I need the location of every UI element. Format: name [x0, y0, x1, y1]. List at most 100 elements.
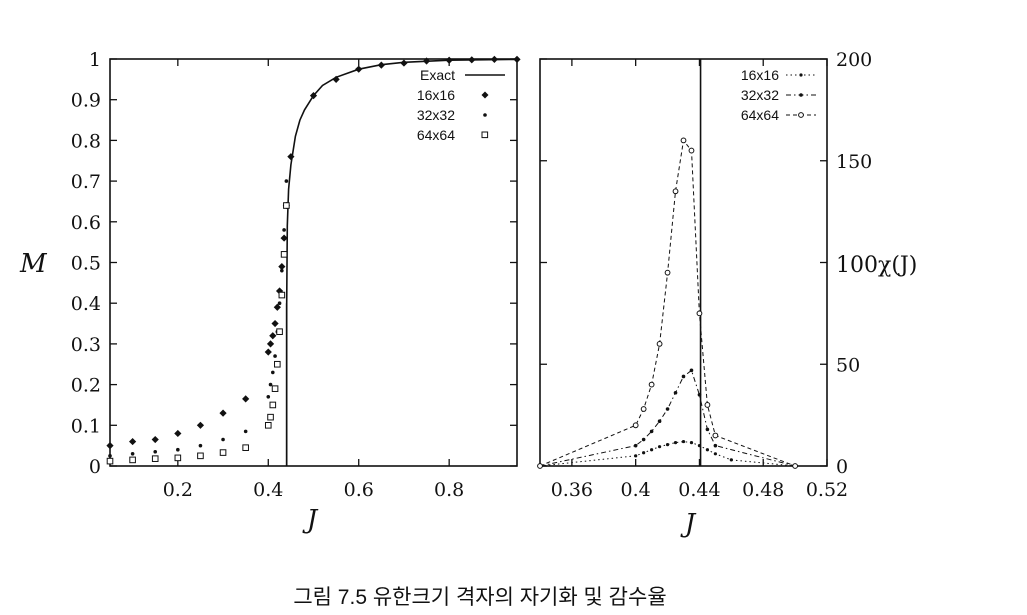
data-point-64x64: [656, 341, 663, 347]
data-point-32x32: [641, 437, 646, 442]
legend-label: 64x64: [741, 107, 779, 123]
legend-marker-sample: [481, 131, 489, 139]
data-point-32x32: [657, 419, 662, 424]
data-point-16x16: [729, 458, 733, 462]
data-point-16x16: [689, 440, 694, 445]
y-tick-label: 0.7: [71, 171, 101, 193]
data-point-16x16: [490, 55, 498, 64]
data-point-64x64: [632, 422, 639, 429]
data-point-32x32: [153, 449, 158, 454]
data-point-16x16: [196, 421, 205, 429]
data-point-32x32: [284, 179, 289, 183]
data-point-16x16: [400, 59, 408, 67]
y-tick-label: 0.8: [71, 130, 101, 152]
data-point-32x32: [130, 451, 135, 456]
data-point-64x64: [174, 454, 182, 462]
y-tick-label: 0.6: [71, 212, 101, 234]
magnetization-legend: Exact 16x16 32x32 64x64: [417, 67, 505, 143]
data-point-64x64: [264, 422, 272, 429]
data-point-32x32: [277, 301, 282, 306]
data-point-32x32: [705, 427, 710, 432]
legend-marker-sample: [798, 112, 804, 118]
data-point-16x16: [129, 437, 137, 446]
data-point-32x32: [649, 429, 654, 434]
data-point-16x16: [269, 332, 277, 340]
data-point-16x16: [106, 442, 114, 450]
data-point-16x16: [174, 429, 182, 438]
susceptibility-legend: 16x16 32x32 64x64: [741, 67, 816, 123]
magnetization-panel: 00.10.20.30.40.50.60.70.80.91 0.2 0.4 0.6 0…: [19, 49, 521, 535]
data-point-64x64: [267, 413, 274, 421]
data-point-64x64: [276, 328, 283, 335]
x-tick-label: 0.4: [621, 479, 651, 501]
data-point-16x16: [513, 55, 521, 64]
x-tick-label: 0.8: [434, 479, 464, 501]
data-point-64x64: [242, 444, 249, 451]
magnetization-x-ticks: 0.2 0.4 0.6 0.8: [163, 59, 464, 501]
data-point-16x16: [332, 75, 340, 83]
data-point-16x16: [650, 448, 654, 452]
magnetization-y-axis-label: M: [19, 249, 48, 279]
legend-label: 32x32: [741, 87, 779, 103]
legend-label: 32x32: [417, 107, 455, 123]
x-tick-label: 0.44: [678, 479, 720, 501]
data-point-32x32: [673, 390, 678, 395]
data-point-32x32: [268, 382, 273, 387]
data-point-16x16: [242, 395, 250, 403]
data-point-64x64: [680, 137, 687, 144]
data-point-32x32: [108, 454, 112, 458]
data-point-16x16: [264, 348, 272, 356]
susceptibility-x-ticks: 0.36 0.4 0.44 0.48 0.52: [551, 59, 848, 501]
data-point-16x16: [422, 57, 431, 65]
legend-marker-sample: [799, 93, 803, 97]
data-point-16x16: [713, 452, 717, 456]
magnetization-data: [106, 55, 521, 466]
y-tick-label: 0.2: [71, 375, 101, 397]
data-point-16x16: [445, 56, 453, 64]
y-tick-label: 0.5: [71, 253, 101, 275]
data-point-32x32: [176, 447, 180, 452]
data-point-32x32: [633, 443, 638, 448]
data-point-64x64: [197, 452, 204, 460]
data-point-64x64: [271, 385, 279, 392]
data-point-16x16: [280, 234, 288, 242]
data-point-16x16: [219, 409, 227, 417]
data-point-16x16: [634, 454, 638, 458]
y-tick-label: 1: [89, 49, 101, 71]
data-point-32x32: [221, 437, 225, 442]
x-tick-label: 0.52: [806, 479, 848, 501]
data-point-64x64: [664, 269, 671, 276]
susceptibility-y-ticks: 0 50 150 200: [540, 49, 872, 478]
susceptibility-x-axis-label: J: [680, 509, 697, 539]
data-point-16x16: [275, 287, 284, 295]
data-point-16x16: [151, 435, 159, 444]
data-point-64x64: [688, 147, 695, 154]
data-point-16x16: [673, 440, 678, 445]
data-point-32x32: [280, 268, 284, 273]
data-point-32x32: [198, 443, 203, 448]
y-tick-label: 50: [836, 354, 860, 376]
data-point-32x32: [713, 443, 718, 448]
data-point-16x16: [273, 303, 281, 311]
y-tick-label: 150: [836, 151, 872, 173]
legend-marker-sample: [481, 91, 489, 99]
data-point-64x64: [283, 202, 290, 209]
y-tick-label: 0: [89, 456, 101, 478]
data-point-64x64: [106, 457, 114, 465]
legend-label: 16x16: [417, 87, 455, 103]
data-point-16x16: [287, 153, 295, 161]
x-tick-label: 0.36: [551, 479, 593, 501]
legend-marker-sample: [799, 73, 803, 77]
susceptibility-data: [537, 59, 799, 469]
data-point-32x32: [243, 429, 248, 434]
data-point-64x64: [672, 188, 679, 195]
data-point-16x16: [309, 92, 318, 100]
data-point-32x32: [271, 370, 275, 375]
data-point-16x16: [468, 56, 476, 64]
data-point-16x16: [705, 448, 710, 452]
y-tick-label: 0.9: [71, 90, 101, 112]
data-point-64x64: [696, 310, 703, 317]
exact-solution-curve: [285, 58, 518, 466]
